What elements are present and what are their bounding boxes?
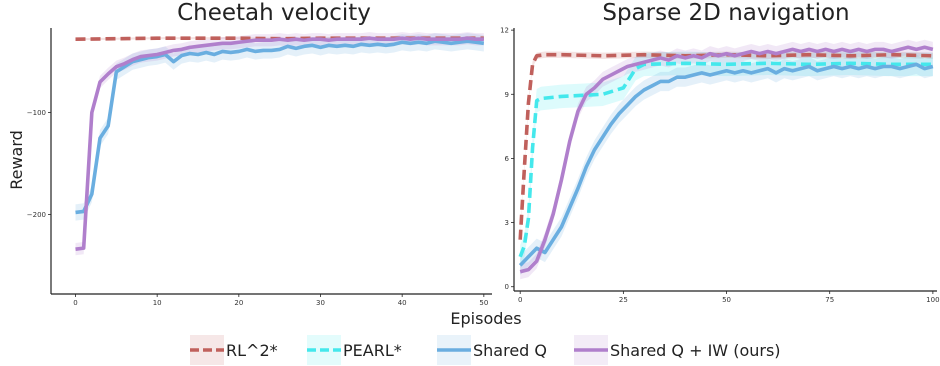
y-tick-label: 0 bbox=[505, 283, 509, 291]
y-tick-label: −200 bbox=[27, 211, 46, 219]
x-tick-label: 100 bbox=[926, 296, 939, 304]
legend-item-shared-q-iw-ours: Shared Q + IW (ours) bbox=[574, 335, 781, 365]
legend-label: RL^2* bbox=[226, 341, 278, 360]
cheetah-velocity-panel: Cheetah velocity 0 10 20 30 40 50 −100 −200 bbox=[27, 0, 492, 307]
series-line-shared-q bbox=[518, 62, 934, 267]
x-tick-label: 50 bbox=[722, 296, 731, 304]
series-bands bbox=[75, 32, 484, 256]
x-tick-label: 20 bbox=[234, 299, 243, 307]
x-tick-label: 0 bbox=[73, 299, 77, 307]
axes: 0 10 20 30 40 50 −100 −200 bbox=[27, 28, 492, 307]
legend-label: Shared Q + IW (ours) bbox=[610, 341, 781, 360]
chart-title: Sparse 2D navigation bbox=[602, 0, 849, 26]
x-axis-label: Episodes bbox=[450, 309, 521, 328]
legend-item-pearl: PEARL* bbox=[307, 335, 402, 365]
x-tick-label: 25 bbox=[619, 296, 628, 304]
legend-label: PEARL* bbox=[343, 341, 402, 360]
y-axis-label: Reward bbox=[7, 130, 26, 190]
series-line-shared-q-iw-ours bbox=[75, 36, 484, 251]
legend-item-rl-2: RL^2* bbox=[190, 335, 278, 365]
series-line-shared-q bbox=[75, 39, 485, 215]
series-bands bbox=[520, 39, 933, 280]
confidence-band-pearl bbox=[520, 51, 933, 269]
y-tick-label: 6 bbox=[505, 155, 510, 163]
x-tick-label: 10 bbox=[153, 299, 162, 307]
x-tick-label: 0 bbox=[518, 296, 522, 304]
sparse-2d-navigation-panel: Sparse 2D navigation 0 25 50 75 100 0 3 6 9 12 bbox=[500, 0, 939, 304]
series-lines bbox=[75, 36, 485, 251]
legend-item-shared-q: Shared Q bbox=[437, 335, 547, 365]
legend-label: Shared Q bbox=[473, 341, 547, 360]
x-tick-label: 75 bbox=[825, 296, 834, 304]
x-tick-label: 50 bbox=[479, 299, 488, 307]
y-tick-label: 3 bbox=[505, 219, 509, 227]
series-line-pearl bbox=[518, 61, 933, 258]
chart-title: Cheetah velocity bbox=[177, 0, 371, 26]
legend: RL^2* PEARL* Shared Q Shared Q + IW (ours) bbox=[190, 335, 781, 365]
x-tick-label: 40 bbox=[398, 299, 407, 307]
series-line-shared-q-iw-ours bbox=[519, 45, 934, 274]
y-tick-label: 9 bbox=[505, 91, 509, 99]
y-tick-label: −100 bbox=[27, 109, 46, 117]
axes: 0 25 50 75 100 0 3 6 9 12 bbox=[500, 27, 939, 304]
x-tick-label: 30 bbox=[316, 299, 325, 307]
series-line-rl-2 bbox=[518, 52, 933, 240]
series-lines bbox=[518, 45, 934, 274]
y-tick-label: 12 bbox=[500, 27, 509, 35]
